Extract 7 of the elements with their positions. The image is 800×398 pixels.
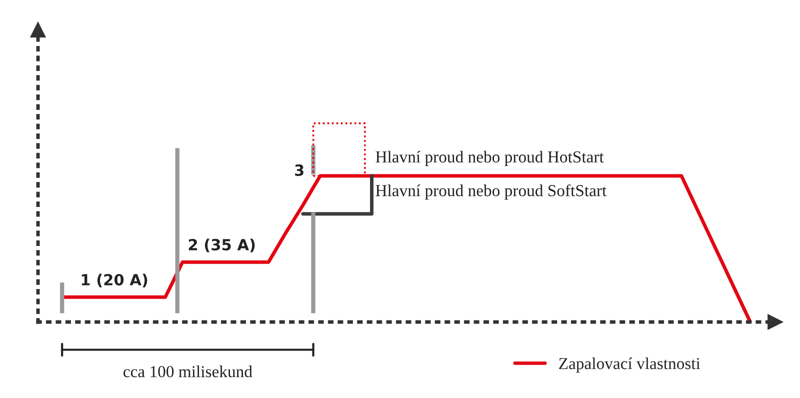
annotation: 2 (35 A): [188, 238, 255, 252]
annotation: 1 (20 A): [82, 274, 148, 288]
series-label: Hlavní proud nebo proud SoftStart: [376, 184, 607, 200]
text: Hlavní proud nebo proud HotStart: [376, 150, 604, 166]
text: cca 100 milisekund: [124, 366, 252, 378]
legend-label: Zapalovací vlastnosti: [559, 357, 700, 373]
annotation: 3: [295, 164, 304, 176]
